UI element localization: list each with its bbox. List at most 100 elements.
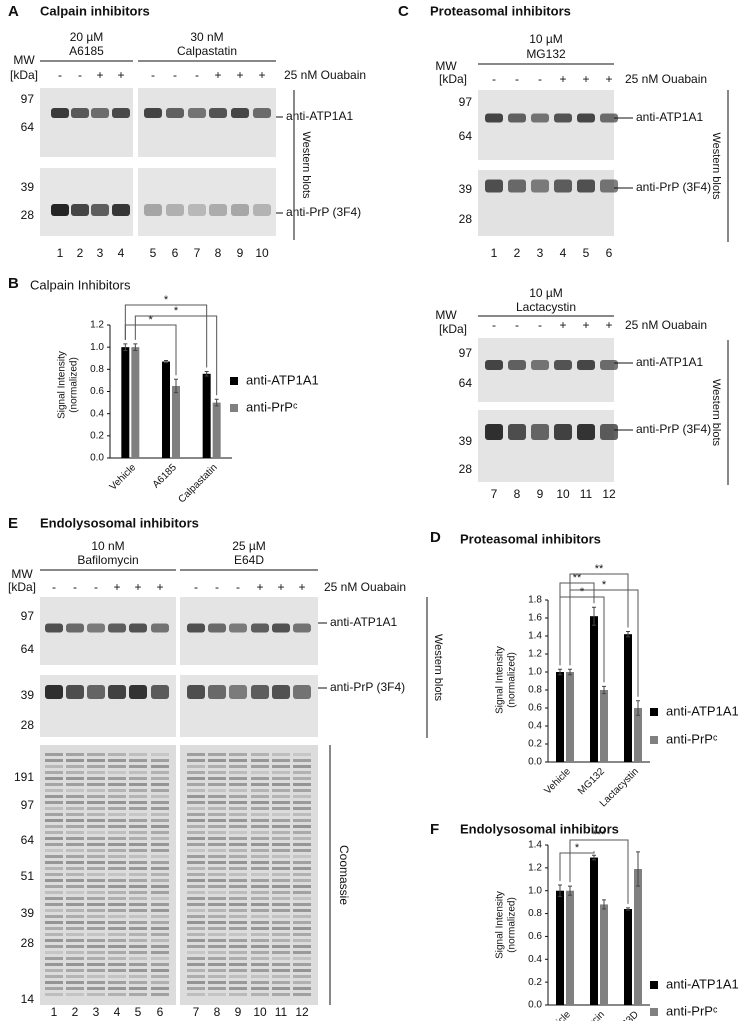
ouabain-sign: + (236, 68, 243, 82)
gel-band (208, 993, 226, 996)
gel-band (129, 807, 147, 810)
gel-band (129, 831, 147, 834)
blot-band (508, 360, 526, 370)
y-tick-label: 1.2 (90, 320, 104, 331)
gel-band (129, 813, 147, 816)
bar (634, 708, 642, 762)
blot-band (45, 623, 63, 633)
lane-number: 7 (193, 1005, 200, 1019)
gel-band (229, 927, 247, 930)
gel-band (87, 819, 105, 822)
error-bar (133, 343, 138, 351)
gel-band (272, 951, 290, 954)
blot-band (508, 179, 526, 193)
blot-band (293, 685, 311, 699)
gel-band (108, 819, 126, 822)
gel-band (208, 957, 226, 960)
gel-band (45, 753, 63, 756)
gel-band (229, 975, 247, 978)
gel-band (45, 837, 63, 840)
gel-band (151, 777, 169, 780)
gel-band (229, 969, 247, 972)
gel-band (293, 789, 311, 792)
gel-band (187, 957, 205, 960)
gel-band (293, 801, 311, 804)
gel-band (108, 771, 126, 774)
gel-band (229, 993, 247, 996)
gel-band (129, 957, 147, 960)
blot-band (51, 204, 69, 216)
mw-marker: 28 (459, 212, 473, 226)
gel-band (187, 861, 205, 864)
blot-band (129, 623, 147, 633)
gel-band (272, 867, 290, 870)
kda-label: [kDa] (8, 580, 36, 594)
gel-band (108, 783, 126, 786)
gel-band (129, 993, 147, 996)
gel-band (208, 777, 226, 780)
ouabain-sign: + (113, 580, 120, 594)
gel-band (129, 939, 147, 942)
bar (556, 890, 564, 1005)
error-bar (636, 851, 640, 887)
gel-band (66, 801, 84, 804)
gel-band (208, 891, 226, 894)
gel-band (293, 837, 311, 840)
antibody-label: anti-PrP (3F4) (636, 180, 711, 194)
gel-band (151, 981, 169, 984)
gel-band (293, 957, 311, 960)
y-tick-label: 1.4 (528, 631, 542, 642)
gel-band (45, 801, 63, 804)
error-bar (602, 899, 606, 910)
gel-band (293, 945, 311, 948)
gel-band (208, 801, 226, 804)
gel-band (251, 891, 269, 894)
ouabain-sign: - (173, 68, 177, 82)
gel-band (129, 753, 147, 756)
lane-number: 9 (237, 246, 244, 260)
blot-image (40, 745, 176, 1005)
bar (590, 616, 598, 762)
gel-band (129, 861, 147, 864)
gel-band (187, 753, 205, 756)
gel-band (66, 771, 84, 774)
gel-band (208, 813, 226, 816)
gel-band (251, 945, 269, 948)
gel-band (208, 903, 226, 906)
gel-band (251, 903, 269, 906)
gel-band (129, 795, 147, 798)
gel-band (129, 759, 147, 762)
gel-band (208, 945, 226, 948)
gel-band (272, 921, 290, 924)
blot-band (209, 204, 227, 216)
stain-label: Coomassie (337, 845, 351, 905)
gel-band (187, 837, 205, 840)
gel-band (45, 855, 63, 858)
gel-band (293, 807, 311, 810)
bar (624, 909, 632, 1005)
y-tick-label: 1.0 (528, 885, 542, 896)
gel-band (293, 963, 311, 966)
gel-band (251, 837, 269, 840)
gel-band (87, 837, 105, 840)
gel-band (66, 789, 84, 792)
gel-band (251, 771, 269, 774)
significance-label: * (164, 294, 169, 306)
gel-band (87, 855, 105, 858)
gel-band (272, 753, 290, 756)
significance-label: ** (595, 563, 604, 575)
gel-band (151, 993, 169, 996)
ouabain-sign: + (582, 318, 589, 332)
gel-band (151, 909, 169, 912)
gel-band (151, 885, 169, 888)
gel-band (151, 831, 169, 834)
y-tick-label: 0.2 (528, 739, 542, 750)
gel-band (251, 813, 269, 816)
gel-band (45, 891, 63, 894)
gel-band (66, 831, 84, 834)
gel-band (66, 975, 84, 978)
gel-band (129, 789, 147, 792)
gel-band (272, 903, 290, 906)
gel-band (229, 831, 247, 834)
gel-band (87, 849, 105, 852)
